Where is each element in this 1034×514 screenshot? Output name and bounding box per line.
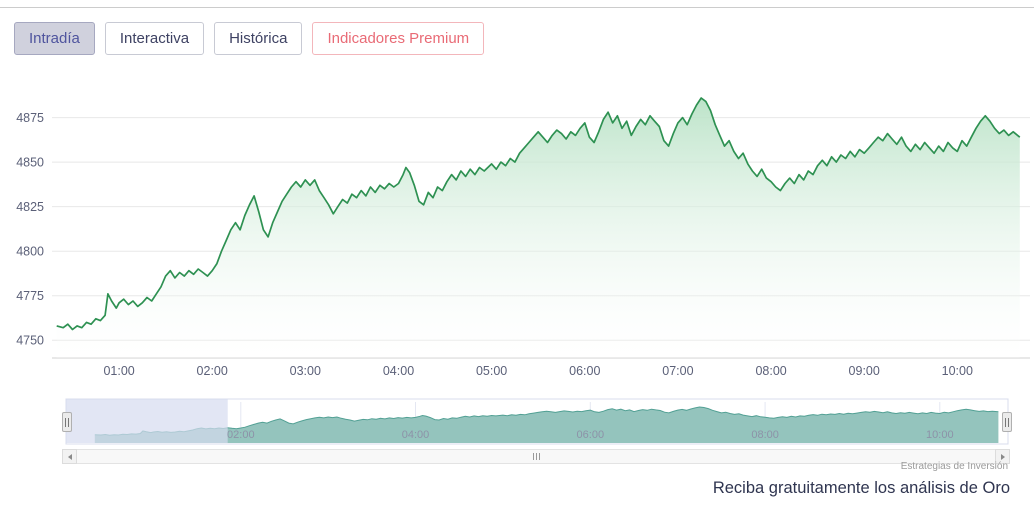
navigator-mask[interactable]	[66, 399, 228, 443]
navigator-axis-label: 04:00	[402, 429, 430, 441]
scroll-right-button[interactable]	[995, 449, 1010, 464]
x-axis-label: 08:00	[755, 364, 786, 378]
navigator-right-handle[interactable]	[1002, 412, 1012, 432]
y-axis-label: 4875	[16, 111, 44, 125]
navigator-plot[interactable]: 02:00 04:00 06:00 08:00 10:00	[65, 398, 1009, 445]
navigator-area-line	[94, 406, 999, 436]
x-axis-label: 10:00	[942, 364, 973, 378]
scrollbar-track[interactable]	[77, 449, 995, 464]
y-axis-label: 4775	[16, 289, 44, 303]
navigator-axis-label: 02:00	[227, 429, 255, 441]
x-axis-label: 03:00	[290, 364, 321, 378]
x-axis-label: 09:00	[849, 364, 880, 378]
tab-interactiva[interactable]: Interactiva	[104, 22, 205, 55]
x-axis-label: 07:00	[662, 364, 693, 378]
chart-credits: Estrategias de Inversión	[900, 461, 1008, 472]
chart-tabs: Intradía Interactiva Histórica Indicador…	[14, 22, 485, 55]
y-axis-label: 4825	[16, 200, 44, 214]
navigator-axis-label: 08:00	[751, 429, 779, 441]
top-divider	[0, 7, 1034, 8]
main-chart-plot[interactable]: 4750 4775 4800 4825 4850 4875 01:00 02:00 03:00 0…	[16, 97, 1030, 378]
chart-scrollbar[interactable]	[62, 449, 1010, 464]
grip-icon	[532, 453, 540, 460]
footer-text: Reciba gratuitamente los análisis de Oro	[712, 479, 1010, 497]
y-axis-label: 4800	[16, 245, 44, 259]
tab-intradia[interactable]: Intradía	[14, 22, 95, 55]
main-chart-svg[interactable]: 4750 4775 4800 4825 4850 4875 01:00 02:00 03:00 0…	[0, 0, 1034, 392]
tab-historica[interactable]: Histórica	[214, 22, 303, 55]
area-series-fill	[56, 98, 1020, 358]
arrow-right-icon	[1000, 453, 1005, 460]
y-axis-label: 4850	[16, 156, 44, 170]
y-axis-label: 4750	[16, 334, 44, 348]
navigator-axis-label: 06:00	[577, 429, 605, 441]
tab-indicadores-premium[interactable]: Indicadores Premium	[312, 22, 485, 55]
navigator-left-handle[interactable]	[62, 412, 72, 432]
navigator-svg[interactable]: 02:00 04:00 06:00 08:00 10:00	[0, 398, 1034, 446]
scroll-left-button[interactable]	[62, 449, 77, 464]
arrow-left-icon	[67, 453, 72, 460]
area-series-line	[56, 97, 1021, 331]
navigator-axis-label: 10:00	[926, 429, 954, 441]
x-axis-label: 01:00	[103, 364, 134, 378]
x-axis-label: 06:00	[569, 364, 600, 378]
navigator-area-fill	[94, 407, 999, 443]
x-axis-label: 04:00	[383, 364, 414, 378]
x-axis-label: 05:00	[476, 364, 507, 378]
x-axis-label: 02:00	[197, 364, 228, 378]
